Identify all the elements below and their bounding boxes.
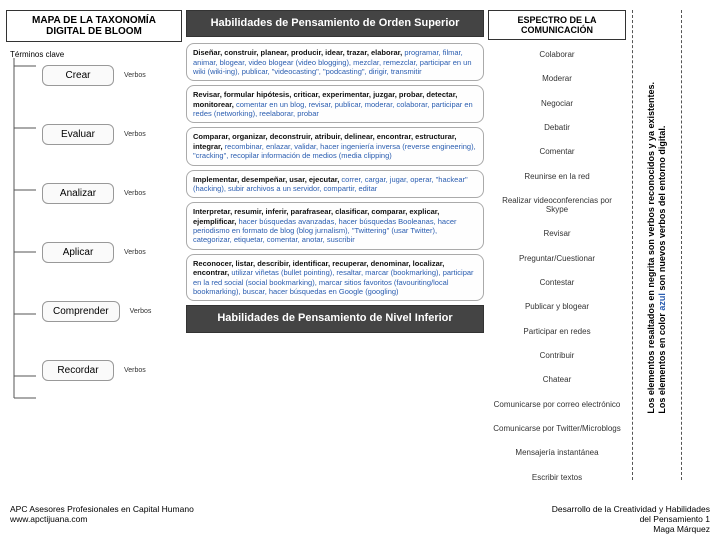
spectrum-item: Contestar — [488, 274, 626, 291]
verb-card-comprender: Interpretar, resumir, inferir, parafrase… — [186, 202, 484, 250]
spectrum-item: Comunicarse por correo electrónico — [488, 396, 626, 413]
verb-blue: recombinar, enlazar, validar, hacer inge… — [193, 142, 476, 160]
verbs-column: Habilidades de Pensamiento de Orden Supe… — [186, 10, 484, 486]
footer-org: APC Asesores Profesionales en Capital Hu… — [10, 504, 194, 514]
spectrum-item: Revisar — [488, 225, 626, 242]
footer-author: Maga Márquez — [552, 524, 710, 534]
legend-2a: Los elementos en color — [657, 311, 667, 414]
spectrum-item: Publicar y blogear — [488, 298, 626, 315]
legend-1b: negrita — [646, 258, 656, 288]
taxonomy-tree-lines — [6, 58, 42, 478]
spectrum-header: ESPECTRO DE LA COMUNICACIÓN — [488, 10, 626, 40]
bloom-level: Crear Verbos — [6, 65, 182, 86]
bloom-recordar: Recordar — [42, 360, 114, 381]
spectrum-item: Comunicarse por Twitter/Microblogs — [488, 420, 626, 437]
legend-text: Los elementos resaltados en negrita son … — [646, 82, 668, 414]
legend-2b: azul — [657, 293, 667, 311]
footer-right: Desarrollo de la Creatividad y Habilidad… — [552, 504, 710, 534]
verb-blue: comentar en un blog, revisar, publicar, … — [193, 100, 473, 118]
verbos-label: Verbos — [124, 367, 146, 374]
spectrum-item: Moderar — [488, 70, 626, 87]
bloom-level: Analizar Verbos — [6, 183, 182, 204]
separator-line — [632, 10, 633, 480]
spectrum-item: Comentar — [488, 143, 626, 160]
legend-1c: son verbos reconocidos y ya existentes. — [646, 82, 656, 258]
spectrum-item: Realizar videoconferencias por Skype — [488, 192, 626, 218]
footer-title: Desarrollo de la Creatividad y Habilidad… — [552, 504, 710, 514]
bloom-aplicar: Aplicar — [42, 242, 114, 263]
bloom-level: Evaluar Verbos — [6, 124, 182, 145]
bloom-taxonomy-column: MAPA DE LA TAXONOMÍA DIGITAL DE BLOOM Té… — [6, 10, 182, 486]
verb-bold: Diseñar, construir, planear, producir, i… — [193, 48, 404, 57]
verb-card-analizar: Comparar, organizar, deconstruir, atribu… — [186, 127, 484, 165]
separator-line — [681, 10, 682, 480]
verb-bold: Implementar, desempeñar, usar, ejecutar, — [193, 175, 341, 184]
bloom-evaluar: Evaluar — [42, 124, 114, 145]
verb-card-aplicar: Implementar, desempeñar, usar, ejecutar,… — [186, 170, 484, 199]
hots-header: Habilidades de Pensamiento de Orden Supe… — [186, 10, 484, 37]
lots-header: Habilidades de Pensamiento de Nivel Infe… — [186, 305, 484, 332]
verb-blue: utilizar viñetas (bullet pointing), resa… — [193, 268, 474, 296]
spectrum-item: Contribuir — [488, 347, 626, 364]
footer-left: APC Asesores Profesionales en Capital Hu… — [10, 504, 194, 534]
spectrum-item: Colaborar — [488, 46, 626, 63]
spectrum-column: ESPECTRO DE LA COMUNICACIÓN Colaborar Mo… — [488, 10, 626, 486]
spectrum-item: Escribir textos — [488, 469, 626, 486]
verbos-label: Verbos — [124, 131, 146, 138]
spectrum-item: Participar en redes — [488, 323, 626, 340]
spectrum-item: Preguntar/Cuestionar — [488, 250, 626, 267]
bloom-crear: Crear — [42, 65, 114, 86]
verbos-label: Verbos — [124, 190, 146, 197]
verbos-label: Verbos — [130, 308, 152, 315]
footer-url: www.apctijuana.com — [10, 514, 194, 524]
legend-2c: son nuevos verbos del entorno digital. — [657, 126, 667, 294]
legend-1a: Los elementos resaltados en — [646, 288, 656, 414]
verb-card-recordar: Reconocer, listar, describir, identifica… — [186, 254, 484, 302]
footer: APC Asesores Profesionales en Capital Hu… — [10, 504, 710, 534]
verb-card-crear: Diseñar, construir, planear, producir, i… — [186, 43, 484, 81]
bloom-level: Aplicar Verbos — [6, 242, 182, 263]
spectrum-item: Debatir — [488, 119, 626, 136]
spectrum-list: Colaborar Moderar Negociar Debatir Comen… — [488, 46, 626, 486]
verbos-label: Verbos — [124, 72, 146, 79]
bloom-comprender: Comprender — [42, 301, 120, 322]
verbos-label: Verbos — [124, 249, 146, 256]
spectrum-item: Negociar — [488, 95, 626, 112]
bloom-level: Comprender Verbos — [6, 301, 182, 322]
bloom-analizar: Analizar — [42, 183, 114, 204]
diagram-root: MAPA DE LA TAXONOMÍA DIGITAL DE BLOOM Té… — [0, 0, 720, 486]
legend-column: Los elementos resaltados en negrita son … — [639, 10, 675, 486]
left-header: MAPA DE LA TAXONOMÍA DIGITAL DE BLOOM — [6, 10, 182, 42]
spectrum-item: Reunirse en la red — [488, 168, 626, 185]
spectrum-item: Chatear — [488, 371, 626, 388]
footer-subtitle: del Pensamiento 1 — [552, 514, 710, 524]
bloom-level: Recordar Verbos — [6, 360, 182, 381]
verb-card-evaluar: Revisar, formular hipótesis, criticar, e… — [186, 85, 484, 123]
spectrum-item: Mensajería instantánea — [488, 444, 626, 461]
